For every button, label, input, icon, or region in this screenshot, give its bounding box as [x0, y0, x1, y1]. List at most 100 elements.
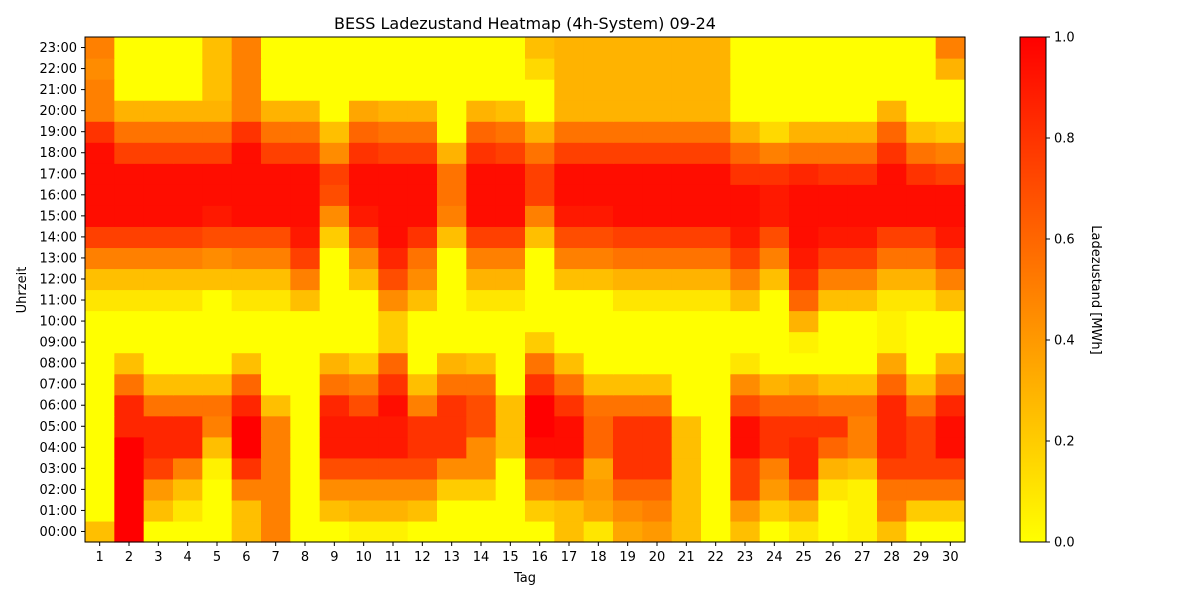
heatmap-cell	[290, 37, 321, 59]
heatmap-cell	[114, 58, 145, 80]
x-tick-label: 9	[330, 550, 338, 565]
y-axis-label: Uhrzeit	[15, 267, 30, 314]
heatmap-cell	[701, 184, 731, 206]
heatmap-cell	[173, 205, 203, 227]
heatmap-cell	[583, 520, 614, 543]
heatmap-cell	[759, 58, 790, 80]
heatmap-cell	[613, 436, 643, 459]
heatmap-cell	[847, 184, 878, 206]
heatmap-cell	[349, 520, 379, 543]
heatmap-cell	[554, 352, 585, 375]
heatmap-cell	[671, 184, 702, 206]
x-tick-label: 29	[913, 550, 930, 565]
heatmap-cell	[378, 352, 409, 375]
heatmap-cell	[583, 121, 614, 143]
heatmap-cell	[554, 184, 585, 206]
heatmap-cell	[173, 226, 203, 249]
x-tick-label: 3	[154, 550, 162, 565]
heatmap-cell	[935, 457, 966, 480]
heatmap-cell	[671, 331, 702, 354]
heatmap-cell	[466, 37, 497, 59]
heatmap-cell	[847, 394, 878, 417]
heatmap-cell	[261, 247, 291, 270]
heatmap-cell	[906, 121, 937, 143]
heatmap-cell	[173, 121, 203, 143]
heatmap-cell	[437, 436, 467, 459]
heatmap-cell	[583, 142, 614, 164]
heatmap-cell	[202, 499, 233, 522]
heatmap-cell	[319, 79, 350, 101]
heatmap-cell	[877, 457, 907, 480]
heatmap-cell	[85, 331, 115, 354]
x-tick-label: 1	[96, 550, 104, 565]
heatmap-cell	[554, 499, 585, 522]
heatmap-cell	[437, 37, 467, 59]
heatmap-cell	[583, 310, 614, 333]
heatmap-cell	[378, 184, 409, 206]
heatmap-cell	[642, 436, 673, 459]
heatmap-cell	[261, 436, 291, 459]
heatmap-cell	[730, 457, 761, 480]
heatmap-cell	[319, 205, 350, 227]
heatmap-cell	[759, 79, 790, 101]
heatmap-cell	[290, 268, 321, 291]
heatmap-cell	[407, 499, 438, 522]
heatmap-cell	[173, 373, 203, 396]
x-tick-label: 24	[766, 550, 783, 565]
heatmap-cell	[642, 37, 673, 59]
heatmap-cell	[231, 394, 262, 417]
heatmap-cell	[818, 415, 849, 438]
heatmap-cell	[759, 121, 790, 143]
heatmap-cell	[85, 373, 115, 396]
heatmap-cell	[935, 394, 966, 417]
heatmap-cell	[202, 352, 233, 375]
heatmap-cell	[877, 121, 907, 143]
heatmap-cell	[935, 310, 966, 333]
heatmap-cell	[231, 184, 262, 206]
x-tick-label: 8	[301, 550, 309, 565]
heatmap-cell	[437, 226, 467, 249]
heatmap-cell	[671, 289, 702, 312]
heatmap-cell	[642, 289, 673, 312]
heatmap-cell	[789, 436, 819, 459]
heatmap-cell	[231, 79, 262, 101]
heatmap-cell	[525, 457, 555, 480]
heatmap-cell	[525, 121, 555, 143]
heatmap-cell	[143, 520, 174, 543]
heatmap-cell	[583, 226, 614, 249]
heatmap-cell	[613, 58, 643, 80]
heatmap-cell	[789, 499, 819, 522]
x-tick-label: 2	[125, 550, 133, 565]
heatmap-cell	[554, 310, 585, 333]
heatmap-cell	[877, 520, 907, 543]
heatmap-cell	[671, 37, 702, 59]
heatmap-cell	[583, 184, 614, 206]
plot-frame	[84, 36, 966, 543]
heatmap-cell	[261, 415, 291, 438]
heatmap-cell	[671, 436, 702, 459]
heatmap-cell	[261, 226, 291, 249]
heatmap-cell	[730, 352, 761, 375]
heatmap-cell	[437, 289, 467, 312]
heatmap-cell	[759, 205, 790, 227]
heatmap-cell	[554, 478, 585, 501]
heatmap-cell	[261, 37, 291, 59]
heatmap-cell	[701, 205, 731, 227]
x-tick-label: 6	[242, 550, 250, 565]
heatmap-cell	[231, 436, 262, 459]
heatmap-cell	[759, 436, 790, 459]
x-tick-label: 11	[385, 550, 402, 565]
heatmap-cell	[789, 205, 819, 227]
heatmap-cell	[407, 457, 438, 480]
heatmap-cell	[143, 268, 174, 291]
heatmap-cell	[378, 415, 409, 438]
heatmap-cell	[378, 142, 409, 164]
heatmap-cell	[349, 289, 379, 312]
colorbar-tick-label: 1.0	[1054, 31, 1075, 46]
heatmap-cell	[789, 247, 819, 270]
heatmap-cell	[231, 58, 262, 80]
heatmap-cell	[495, 247, 526, 270]
heatmap-cell	[437, 205, 467, 227]
heatmap-cell	[818, 331, 849, 354]
heatmap-cell	[759, 478, 790, 501]
